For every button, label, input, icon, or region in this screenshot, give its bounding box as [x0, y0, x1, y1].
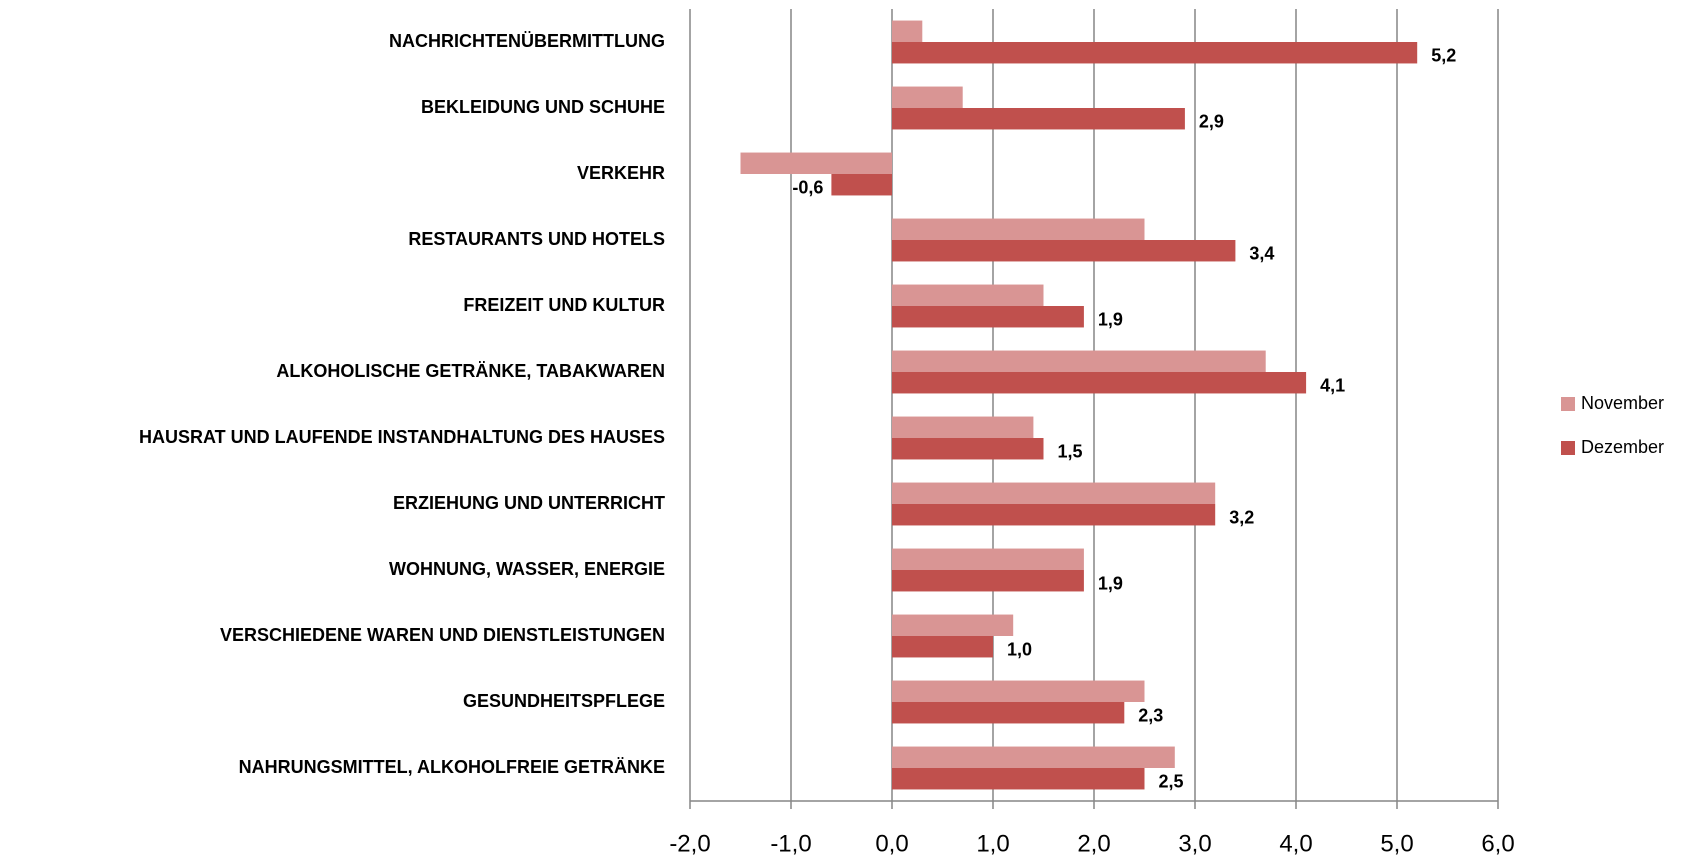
data-label: 1,9	[1098, 573, 1123, 593]
x-tick-label: 4,0	[1279, 830, 1312, 857]
data-label: 1,5	[1058, 441, 1083, 461]
bar	[892, 768, 1145, 790]
bar	[892, 504, 1216, 526]
category-label: VERSCHIEDENE WAREN UND DIENSTLEISTUNGEN	[220, 625, 665, 645]
bar	[892, 548, 1084, 570]
bar	[892, 218, 1145, 240]
data-label: 3,2	[1229, 507, 1254, 527]
bar	[892, 108, 1185, 130]
data-label: 2,3	[1138, 705, 1163, 725]
data-label: 1,9	[1098, 309, 1123, 329]
category-label: BEKLEIDUNG UND SCHUHE	[421, 97, 665, 117]
bar	[892, 350, 1266, 372]
x-tick-label: 1,0	[976, 830, 1009, 857]
x-tick-label: -1,0	[770, 830, 811, 857]
x-tick-label: 2,0	[1077, 830, 1110, 857]
category-label: ALKOHOLISCHE GETRÄNKE, TABAKWAREN	[276, 361, 665, 381]
category-label: GESUNDHEITSPFLEGE	[463, 691, 665, 711]
category-label: NACHRICHTENÜBERMITTLUNG	[389, 31, 665, 51]
data-label: 2,5	[1159, 771, 1184, 791]
bar	[892, 570, 1084, 592]
bar	[892, 306, 1084, 328]
data-label: 3,4	[1249, 243, 1274, 263]
category-label: HAUSRAT UND LAUFENDE INSTANDHALTUNG DES …	[139, 427, 665, 447]
category-label: NAHRUNGSMITTEL, ALKOHOLFREIE GETRÄNKE	[239, 757, 665, 777]
bar	[892, 240, 1236, 262]
data-label: 2,9	[1199, 111, 1224, 131]
bar	[892, 702, 1125, 724]
category-label: RESTAURANTS UND HOTELS	[408, 229, 665, 249]
bar	[892, 680, 1145, 702]
bar	[892, 438, 1044, 460]
bar	[892, 42, 1418, 64]
bar	[892, 372, 1307, 394]
legend-label: Dezember	[1581, 437, 1664, 457]
data-label: 1,0	[1007, 639, 1032, 659]
bar	[892, 20, 923, 42]
bar	[740, 152, 892, 174]
legend-label: November	[1581, 393, 1664, 413]
bar	[892, 614, 1014, 636]
legend-swatch	[1561, 441, 1575, 455]
bar	[831, 174, 892, 196]
x-tick-label: 5,0	[1380, 830, 1413, 857]
category-label: ERZIEHUNG UND UNTERRICHT	[393, 493, 665, 513]
data-label: -0,6	[792, 177, 823, 197]
bar	[892, 746, 1175, 768]
x-tick-label: 3,0	[1178, 830, 1211, 857]
legend-swatch	[1561, 397, 1575, 411]
data-label: 5,2	[1431, 45, 1456, 65]
bar	[892, 416, 1034, 438]
bar	[892, 636, 993, 658]
x-tick-label: -2,0	[669, 830, 710, 857]
x-tick-label: 6,0	[1481, 830, 1514, 857]
category-label: VERKEHR	[577, 163, 665, 183]
data-label: 4,1	[1320, 375, 1345, 395]
bar	[892, 86, 963, 108]
bar	[892, 482, 1216, 504]
x-tick-label: 0,0	[875, 830, 908, 857]
bar	[892, 284, 1044, 306]
category-label: WOHNUNG, WASSER, ENERGIE	[389, 559, 665, 579]
category-label: FREIZEIT UND KULTUR	[463, 295, 665, 315]
